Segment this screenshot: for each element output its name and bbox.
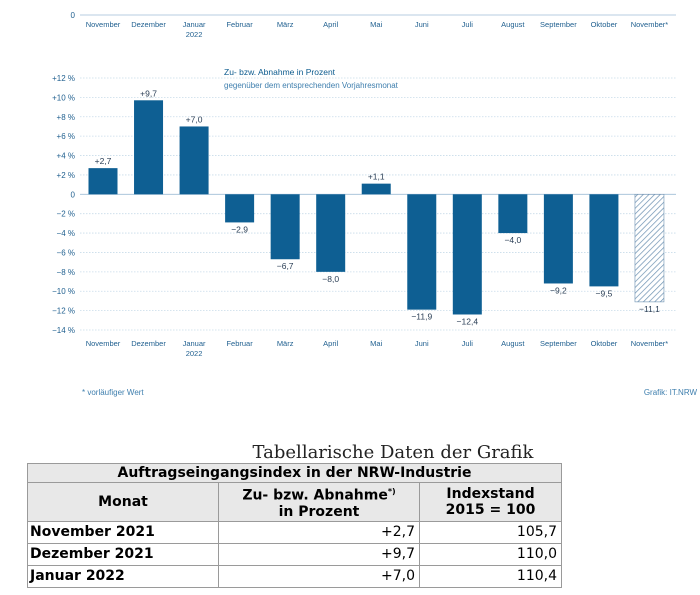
x-tick-label: Januar bbox=[183, 339, 206, 348]
data-label: +9,7 bbox=[140, 88, 157, 98]
x-tick-label: August bbox=[501, 339, 525, 348]
x-tick-label-top: Dezember bbox=[131, 20, 166, 29]
x-tick-label-top: Juni bbox=[415, 20, 429, 29]
bar bbox=[270, 194, 300, 260]
data-label: −11,1 bbox=[639, 304, 660, 314]
data-label: +2,7 bbox=[95, 156, 112, 166]
x-tick-label: Februar bbox=[226, 339, 253, 348]
bar bbox=[407, 194, 437, 310]
data-label: −9,2 bbox=[550, 285, 567, 295]
y-tick-label: +2 % bbox=[57, 171, 75, 180]
x-tick-label: Oktober bbox=[591, 339, 618, 348]
bar bbox=[88, 168, 118, 195]
y-tick-label: 0 bbox=[71, 190, 76, 199]
table-row: November 2021 +2,7 105,7 bbox=[27, 520, 562, 544]
gridlines bbox=[80, 77, 676, 331]
x-tick-label-top: Februar bbox=[226, 20, 253, 29]
x-tick-label-top: Oktober bbox=[591, 20, 618, 29]
data-label: −2,9 bbox=[231, 224, 248, 234]
y-tick-label: −6 % bbox=[57, 248, 75, 257]
data-label: −11,9 bbox=[411, 312, 432, 322]
x-tick-label-top: Mai bbox=[370, 20, 382, 29]
y-tick-label: +10 % bbox=[52, 93, 75, 102]
x-tick-label-top: Juli bbox=[462, 20, 474, 29]
bar bbox=[543, 194, 573, 284]
y-axis: +12 % +10 % +8 % +6 % +4 % +2 % 0 −2 % −4 % −6 % −… bbox=[52, 74, 75, 335]
data-table: Auftragseingangsindex in der NRW-Industr… bbox=[27, 463, 562, 588]
x-tick-label: November bbox=[86, 339, 121, 348]
header-index: Indexstand 2015 = 100 bbox=[419, 482, 562, 522]
data-label: −12,4 bbox=[457, 316, 479, 326]
bar bbox=[316, 194, 346, 272]
bar-provisional bbox=[634, 194, 665, 303]
bar bbox=[225, 194, 255, 223]
bar bbox=[498, 194, 528, 234]
y-tick-label: −10 % bbox=[52, 287, 75, 296]
x-tick-label-top: August bbox=[501, 20, 525, 29]
x-tick-label: Juli bbox=[462, 339, 474, 348]
bar bbox=[134, 100, 164, 195]
source-note: Grafik: IT.NRW bbox=[644, 388, 698, 397]
x-tick-label: März bbox=[277, 339, 294, 348]
x-tick-label-top: Januar bbox=[183, 20, 206, 29]
bar bbox=[361, 183, 391, 195]
x-tick-label: Mai bbox=[370, 339, 382, 348]
chart-subtitle: gegenüber dem entsprechenden Vorjahresmo… bbox=[224, 81, 399, 90]
data-label: +1,1 bbox=[368, 172, 385, 182]
x-tick-label-top: April bbox=[323, 20, 338, 29]
header-month: Monat bbox=[27, 482, 219, 522]
data-label: −9,5 bbox=[596, 288, 613, 298]
x-tick-label: April bbox=[323, 339, 338, 348]
y-tick-label: −2 % bbox=[57, 210, 75, 219]
y-tick-label: −14 % bbox=[52, 326, 75, 335]
y-tick-label: +8 % bbox=[57, 113, 75, 122]
data-label: −6,7 bbox=[277, 261, 294, 271]
table-caption: Tabellarische Daten der Grafik bbox=[252, 442, 534, 463]
bar bbox=[179, 126, 209, 195]
bar bbox=[589, 194, 619, 287]
y-tick-label: +12 % bbox=[52, 74, 75, 83]
x-tick-label: September bbox=[540, 339, 577, 348]
bar bbox=[452, 194, 482, 315]
top-axis-zero-label: 0 bbox=[71, 11, 76, 20]
x-tick-label-top: September bbox=[540, 20, 577, 29]
y-tick-label: +6 % bbox=[57, 132, 75, 141]
table-row: Januar 2022 +7,0 110,4 bbox=[27, 564, 562, 588]
x-tick-label: Juni bbox=[415, 339, 429, 348]
table-row: Dezember 2021 +9,7 110,0 bbox=[27, 542, 562, 566]
y-tick-label: −8 % bbox=[57, 268, 75, 277]
x-tick-label: Dezember bbox=[131, 339, 166, 348]
chart-title: Zu- bzw. Abnahme in Prozent bbox=[224, 67, 336, 77]
y-tick-label: +4 % bbox=[57, 152, 75, 161]
x-tick-label-top: 2022 bbox=[186, 30, 203, 39]
y-tick-label: −4 % bbox=[57, 229, 75, 238]
x-tick-label-top: November* bbox=[631, 20, 669, 29]
bars: +2,7 +9,7 +7,0 −2,9 −6,7 −8,0 +1,1 −11,9 −12,4 −4… bbox=[88, 88, 665, 326]
header-change: Zu- bzw. Abnahme*) in Prozent bbox=[218, 482, 420, 522]
table-heading: Auftragseingangsindex in der NRW-Industr… bbox=[27, 463, 562, 483]
data-label: −8,0 bbox=[322, 274, 339, 284]
y-tick-label: −12 % bbox=[52, 307, 75, 316]
x-tick-label: 2022 bbox=[186, 349, 203, 358]
footnote: * vorläufiger Wert bbox=[82, 388, 144, 397]
data-label: −4,0 bbox=[504, 235, 521, 245]
data-label: +7,0 bbox=[186, 114, 203, 124]
x-tick-label: November* bbox=[631, 339, 669, 348]
x-tick-label-top: März bbox=[277, 20, 294, 29]
x-tick-label-top: November bbox=[86, 20, 121, 29]
